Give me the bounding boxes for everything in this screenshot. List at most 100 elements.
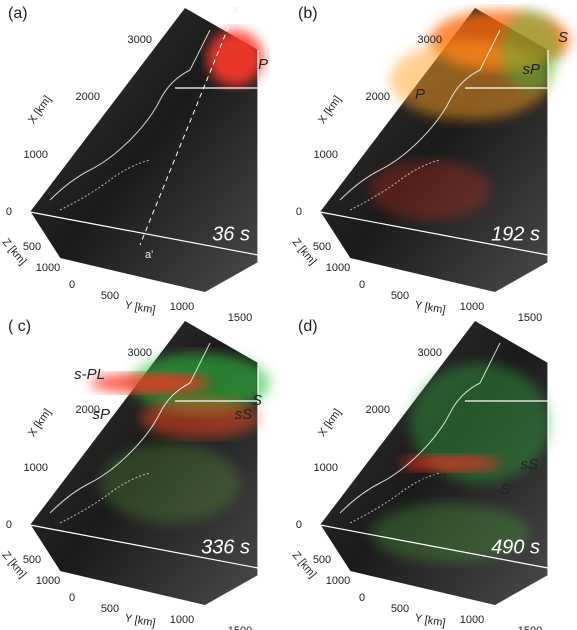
wavefront xyxy=(90,373,210,393)
z-tick-label: 1000 xyxy=(326,575,350,587)
y-tick-label: 0 xyxy=(359,592,365,604)
y-tick-label: 500 xyxy=(391,290,409,302)
x-tick-label: 1000 xyxy=(24,149,48,161)
x-tick-label: 0 xyxy=(6,519,12,531)
wavefront xyxy=(370,160,490,220)
panel-label: (b) xyxy=(298,5,318,22)
box-edge xyxy=(29,211,259,256)
z-tick-label: 500 xyxy=(23,554,41,566)
wave-label: S xyxy=(500,481,510,498)
wave-label: sP xyxy=(92,406,110,423)
time-label: 36 s xyxy=(212,223,250,245)
x-axis-label: X [km] xyxy=(26,94,54,126)
section-label: a' xyxy=(145,249,153,261)
y-axis-label: Y [km] xyxy=(414,612,447,629)
y-axis-label: Y [km] xyxy=(414,299,447,316)
section-line xyxy=(139,17,233,246)
wave-label: s-PL xyxy=(419,471,450,488)
z-tick-label: 1000 xyxy=(36,262,60,274)
panel-label: ( c) xyxy=(8,318,31,335)
x-tick-label: 3000 xyxy=(418,34,442,46)
y-axis-label: Y [km] xyxy=(124,612,157,629)
box-edge xyxy=(364,594,549,614)
section-label: a xyxy=(232,4,239,16)
wave-label: sS xyxy=(234,406,252,423)
wavefront xyxy=(500,10,560,90)
coastline xyxy=(49,29,211,201)
panel: ( c) 336 s s-PL sP SsS 0 1000 2000 3000 500 1000 0 5… xyxy=(0,318,270,630)
x-tick-label: 2000 xyxy=(366,91,390,103)
x-tick-label: 3000 xyxy=(128,34,152,46)
y-tick-label: 0 xyxy=(359,279,365,291)
panel: (b) 192 s SsP P 0 1000 2000 3000 500 1000 0 500 1000… xyxy=(290,5,570,324)
x-tick-label: 2000 xyxy=(366,404,390,416)
y-tick-label: 1000 xyxy=(170,301,194,313)
y-tick-label: 0 xyxy=(69,279,75,291)
y-axis-label: Y [km] xyxy=(124,299,157,316)
box-edge xyxy=(74,594,259,614)
x-tick-label: 1000 xyxy=(24,462,48,474)
wavefront xyxy=(100,443,240,523)
box-edge xyxy=(29,524,259,569)
y-tick-label: 0 xyxy=(69,592,75,604)
x-tick-label: 1000 xyxy=(314,149,338,161)
x-tick-label: 0 xyxy=(296,206,302,218)
coastline xyxy=(339,29,501,201)
volume xyxy=(30,8,258,292)
coastline xyxy=(339,342,501,514)
y-tick-label: 1000 xyxy=(460,614,484,626)
wave-label: S xyxy=(252,392,262,409)
wave-label: S xyxy=(558,29,568,46)
coastline xyxy=(49,342,211,514)
y-tick-label: 1500 xyxy=(228,625,252,630)
z-tick-label: 1000 xyxy=(36,575,60,587)
z-tick-label: 500 xyxy=(313,554,331,566)
y-tick-label: 1500 xyxy=(518,312,542,324)
box-edge xyxy=(319,211,549,256)
panel: (a) 36 s Pa a' 0 1000 2000 3000 500 1000 0 500 1000 1… xyxy=(0,4,268,324)
z-tick-label: 1000 xyxy=(326,262,350,274)
x-tick-label: 3000 xyxy=(418,347,442,359)
box-edge xyxy=(29,524,76,596)
wave-label: s-PL xyxy=(74,366,105,383)
wavefront xyxy=(207,30,263,86)
x-tick-label: 0 xyxy=(296,519,302,531)
x-tick-label: 2000 xyxy=(76,91,100,103)
z-tick-label: 500 xyxy=(23,241,41,253)
box-edge xyxy=(319,524,549,569)
y-tick-label: 1000 xyxy=(460,301,484,313)
y-tick-label: 500 xyxy=(391,603,409,615)
x-axis-label: X [km] xyxy=(316,94,344,126)
box-edge xyxy=(319,524,366,596)
box-edge xyxy=(364,281,549,301)
panel: (d) 490 s s-PL SsS 0 1000 2000 3000 500 1000 0 500 1… xyxy=(290,318,550,630)
z-tick-label: 500 xyxy=(313,241,331,253)
wavefront xyxy=(400,455,500,471)
y-tick-label: 1500 xyxy=(228,312,252,324)
wavefront xyxy=(410,363,550,483)
x-tick-label: 2000 xyxy=(76,404,100,416)
time-label: 336 s xyxy=(201,536,250,558)
wave-label: P xyxy=(258,56,268,73)
time-label: 192 s xyxy=(491,223,540,245)
y-tick-label: 1500 xyxy=(518,625,542,630)
x-tick-label: 0 xyxy=(6,206,12,218)
y-tick-label: 1000 xyxy=(170,614,194,626)
wave-label: sP xyxy=(522,61,540,78)
y-tick-label: 500 xyxy=(101,290,119,302)
wavefront xyxy=(140,398,260,438)
panel-label: (d) xyxy=(298,318,318,335)
y-tick-label: 500 xyxy=(101,603,119,615)
box-edge xyxy=(74,281,259,301)
x-axis-label: X [km] xyxy=(26,407,54,439)
wavefront xyxy=(370,503,530,563)
wave-label: P xyxy=(415,86,425,103)
box-edge xyxy=(319,211,366,283)
x-axis-label: X [km] xyxy=(316,407,344,439)
time-label: 490 s xyxy=(491,536,540,558)
panel-label: (a) xyxy=(8,5,28,22)
wave-label: sS xyxy=(520,456,538,473)
box-edge xyxy=(29,211,76,283)
x-tick-label: 3000 xyxy=(128,347,152,359)
